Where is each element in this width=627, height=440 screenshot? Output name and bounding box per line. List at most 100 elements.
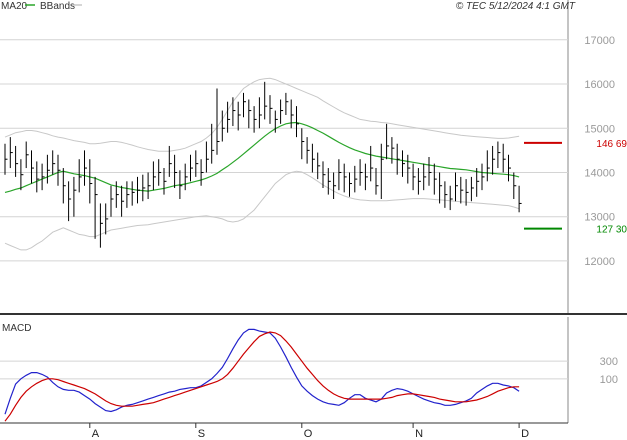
price-bar (200, 159, 204, 186)
price-bar (73, 176, 77, 217)
price-bar (423, 163, 427, 191)
price-bar (317, 152, 321, 180)
price-bar (460, 176, 464, 204)
support-level-label: 127 30 (596, 225, 627, 236)
price-bar (402, 150, 405, 177)
price-bar (439, 172, 443, 204)
bbands-legend-label: BBands (40, 1, 75, 12)
price-bar (184, 163, 188, 191)
price-bar (465, 179, 469, 206)
price-y-tick-label: 15000 (584, 123, 615, 135)
price-bar (89, 159, 93, 204)
price-bar (121, 185, 125, 217)
price-bar (492, 145, 496, 175)
price-bar (497, 141, 501, 169)
grid-layer (0, 39, 568, 380)
price-bar (343, 163, 347, 193)
price-bar (41, 163, 45, 191)
price-bar (137, 176, 140, 204)
price-bar (15, 145, 19, 177)
price-bar (513, 172, 517, 200)
price-bar (20, 159, 24, 191)
price-bar (25, 141, 29, 169)
price-bar (444, 181, 448, 208)
price-bar (216, 88, 220, 155)
price-bar (211, 123, 215, 164)
price-bar (78, 159, 82, 193)
x-tick-label: A (92, 428, 100, 440)
price-bar (428, 157, 432, 186)
price-bar (375, 168, 379, 195)
price-bar (301, 128, 305, 160)
price-bar (380, 143, 384, 200)
price-bar (274, 110, 278, 133)
ma20-path (4, 121, 520, 193)
price-bar (333, 172, 337, 200)
signal-line (4, 331, 520, 422)
price-y-tick-label: 14000 (584, 167, 615, 179)
bb-upper-line (4, 77, 520, 152)
price-bar (190, 154, 193, 182)
price-bar (84, 150, 87, 186)
price-bar (163, 168, 167, 195)
price-bar (158, 159, 162, 186)
price-bar (407, 154, 411, 184)
x-tick-label: O (304, 428, 313, 440)
x-tick-label: S (198, 428, 205, 440)
price-bar (502, 143, 506, 173)
macd-y-tick-label: 300 (600, 356, 618, 368)
price-bar (518, 185, 522, 213)
macd-y-tick-label: 100 (600, 374, 618, 386)
price-bar (52, 150, 56, 175)
price-bar (349, 172, 352, 197)
price-bar (237, 101, 241, 131)
bollinger-bands (4, 77, 520, 251)
price-bar (46, 154, 50, 184)
price-bar (481, 163, 485, 191)
price-bar (280, 99, 284, 124)
price-bar (105, 203, 109, 235)
price-bar (99, 203, 103, 248)
price-bar (285, 92, 289, 115)
copyright-text: © TEC 5/12/2024 4:1 GMT (456, 1, 576, 12)
price-bar (396, 143, 400, 175)
price-bar (248, 99, 252, 129)
price-bar (412, 163, 416, 191)
price-bar (476, 168, 480, 197)
price-bar (354, 165, 358, 193)
price-bar (322, 161, 326, 188)
price-bar (31, 150, 34, 184)
price-bar (470, 176, 474, 202)
price-bar (486, 150, 490, 182)
macd-lines (4, 328, 520, 422)
price-bar (364, 163, 368, 191)
price-bar (269, 95, 273, 124)
price-bar (110, 185, 114, 217)
price-bar (508, 154, 511, 182)
price-bar (290, 99, 294, 129)
price-bar (386, 123, 390, 160)
macd-line (4, 328, 520, 415)
x-tick-label: N (415, 428, 423, 440)
ma20-legend-label: MA20 (1, 1, 28, 12)
price-bar (142, 174, 146, 202)
price-bar (205, 141, 209, 173)
price-bar (232, 97, 236, 127)
price-bar (174, 154, 178, 188)
price-bar (391, 137, 395, 164)
price-bar (221, 110, 225, 142)
macd-plot-frame (0, 317, 568, 423)
price-bar (243, 92, 246, 118)
price-bar (296, 106, 299, 138)
price-bar (57, 154, 61, 186)
price-bar (9, 137, 13, 169)
ma20-line (4, 121, 520, 193)
price-bar (4, 143, 8, 175)
price-bar (126, 181, 130, 208)
price-bar (253, 106, 257, 133)
price-bar (94, 176, 98, 239)
price-plot-frame (0, 0, 568, 314)
price-y-tick-label: 13000 (584, 212, 615, 224)
price-bar (62, 168, 66, 204)
